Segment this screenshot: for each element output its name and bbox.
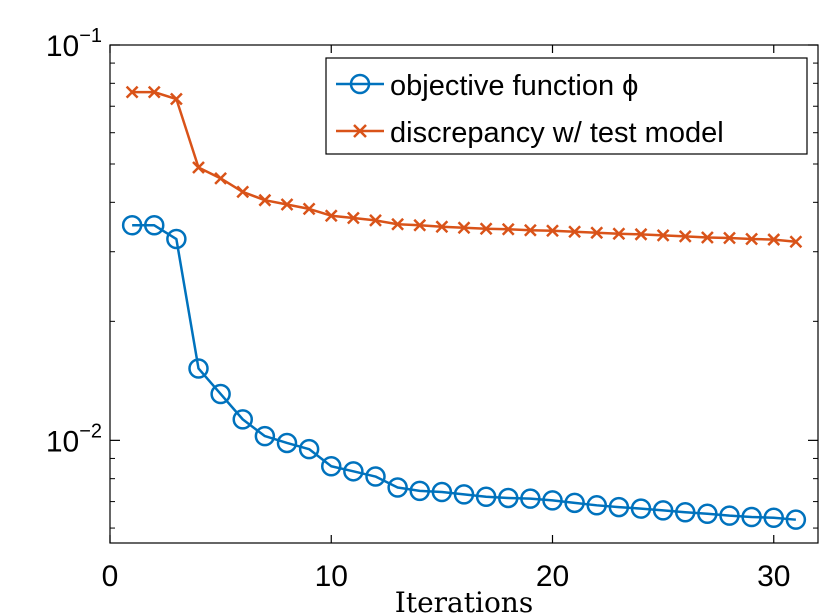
series-objective-function <box>121 215 807 530</box>
data-point-circle <box>475 486 497 508</box>
data-point-circle <box>608 496 630 518</box>
data-point-circle <box>321 455 342 477</box>
data-point-circle <box>298 438 320 460</box>
series-layer <box>121 85 807 530</box>
data-point-x <box>501 222 515 236</box>
data-point-x <box>700 231 714 244</box>
data-point-x <box>723 231 736 245</box>
data-point-circle <box>409 480 430 502</box>
data-point-x <box>391 217 405 231</box>
data-point-circle <box>652 500 674 521</box>
legend-box <box>325 57 808 155</box>
x-tick-label: 0 <box>102 560 119 593</box>
data-point-x <box>656 228 670 242</box>
data-point-circle <box>144 215 165 236</box>
data-point-x <box>612 227 626 241</box>
y-tick-label: 10−1 <box>46 25 102 63</box>
legend-label-discrepancy: discrepancy w/ test model <box>390 117 724 149</box>
data-point-x <box>634 227 648 241</box>
legend-marker-objective <box>349 73 371 95</box>
data-point-x <box>369 214 382 227</box>
series-discrepancy <box>125 85 803 249</box>
data-point-x <box>169 92 183 106</box>
data-point-x <box>413 218 427 232</box>
data-point-x <box>324 209 338 223</box>
data-point-circle <box>343 461 364 482</box>
x-axis-title: Iterations <box>395 586 533 616</box>
data-point-circle <box>675 501 696 523</box>
data-point-circle <box>254 425 276 447</box>
data-point-circle <box>498 487 519 509</box>
data-point-x <box>192 161 205 174</box>
data-point-x <box>523 223 537 237</box>
legend: objective function ϕ discrepancy w/ test… <box>325 57 808 155</box>
data-point-circle <box>365 466 386 487</box>
data-point-circle <box>564 492 585 514</box>
data-point-x <box>214 171 228 185</box>
data-point-x <box>147 85 161 99</box>
data-point-x <box>590 226 604 240</box>
data-point-circle <box>785 509 807 530</box>
data-point-x <box>435 220 449 234</box>
legend-label-objective: objective function ϕ <box>390 70 638 102</box>
data-point-circle <box>232 409 253 430</box>
data-point-x <box>568 225 582 239</box>
data-point-circle <box>542 490 563 511</box>
series-line <box>132 224 796 521</box>
data-point-circle <box>520 488 541 509</box>
data-point-circle <box>431 481 453 503</box>
data-point-circle <box>763 507 784 529</box>
data-point-x <box>258 193 272 207</box>
data-point-x <box>125 85 139 99</box>
data-point-circle <box>188 358 209 379</box>
data-point-x <box>302 202 316 216</box>
data-point-circle <box>387 477 408 498</box>
data-point-circle <box>741 506 762 528</box>
y-axis: 10−1 10−2 <box>46 25 818 529</box>
data-point-circle <box>719 505 740 526</box>
data-point-circle <box>453 484 475 505</box>
y-tick-label: 10−2 <box>46 420 102 458</box>
data-point-x <box>767 233 781 246</box>
x-tick-label: 30 <box>757 560 790 593</box>
data-point-circle <box>276 432 298 454</box>
x-axis: 0 10 20 30 <box>102 45 790 593</box>
data-point-x <box>346 211 360 225</box>
x-tick-label: 10 <box>315 560 348 593</box>
data-point-x <box>789 235 803 249</box>
data-point-x <box>479 222 493 236</box>
data-point-x <box>546 224 559 238</box>
data-point-circle <box>210 383 231 405</box>
legend-marker-discrepancy <box>353 124 367 138</box>
data-point-circle <box>166 228 187 250</box>
data-point-x <box>280 198 294 211</box>
data-point-x <box>678 230 692 243</box>
data-point-circle <box>586 495 607 516</box>
data-point-circle <box>697 503 718 525</box>
data-point-x <box>236 185 250 199</box>
data-point-circle <box>630 498 652 519</box>
data-point-x <box>745 232 759 246</box>
data-point-circle <box>121 215 143 236</box>
x-tick-label: 20 <box>536 560 569 593</box>
data-point-x <box>457 221 471 235</box>
